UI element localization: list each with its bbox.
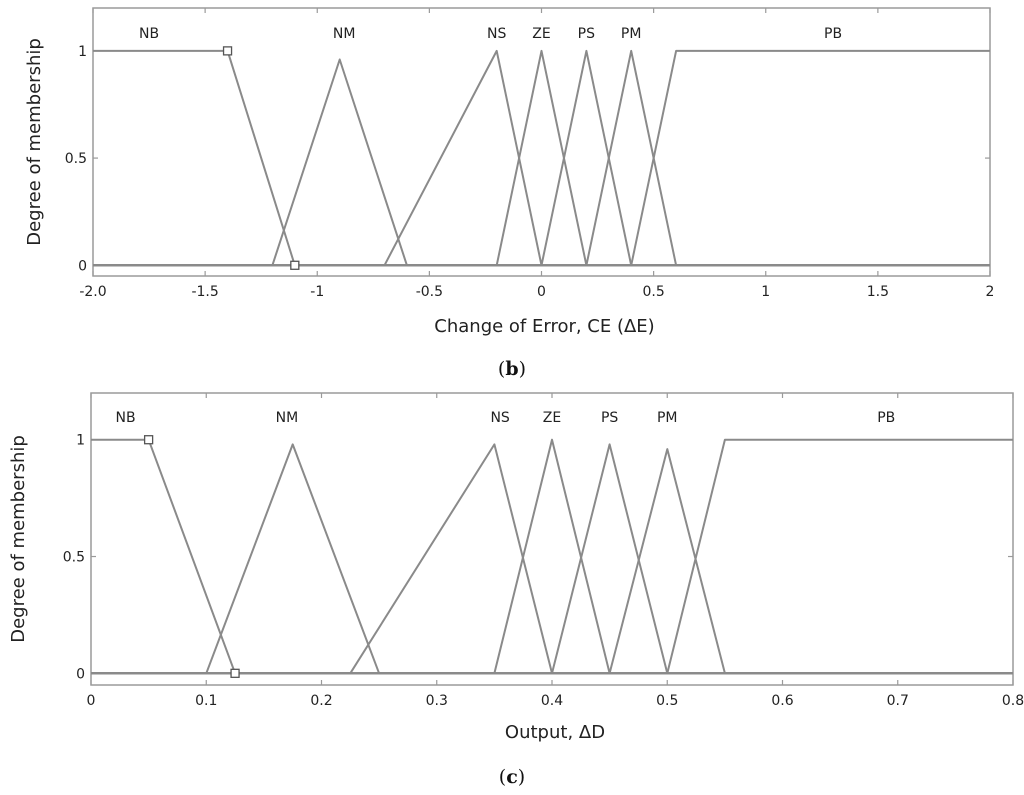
mf-line-ze bbox=[93, 49, 990, 267]
caption-open-paren: ( bbox=[498, 358, 505, 380]
x-tick-label: 0 bbox=[87, 693, 96, 709]
mf-line-nm bbox=[93, 58, 990, 267]
square-marker bbox=[143, 435, 154, 445]
caption-close-paren: ) bbox=[519, 358, 526, 380]
mf-label-nb: NB bbox=[139, 26, 159, 42]
square-marker bbox=[222, 46, 233, 56]
y-tick-label: 0.5 bbox=[63, 550, 85, 566]
x-tick-label: 0.1 bbox=[195, 693, 217, 709]
mf-label-pb: PB bbox=[877, 410, 895, 426]
mf-label-nm: NM bbox=[333, 26, 356, 42]
y-tick-label: 0.5 bbox=[65, 151, 87, 167]
chart-panel-b: -2.0 -1.5 -1 -0.5 0 0.5 1 1.5 2 0 0.5 1 NB NM NS ZE PS PM… bbox=[24, 7, 995, 380]
x-tick-label: 0.5 bbox=[656, 693, 678, 709]
mf-label-ze: ZE bbox=[543, 410, 561, 426]
mf-line-ns bbox=[91, 443, 1013, 675]
y-tick-label: 0 bbox=[76, 666, 85, 682]
x-tick-label: 0.6 bbox=[771, 693, 793, 709]
y-axis-label: Degree of membership bbox=[24, 38, 45, 246]
mf-label-pm: PM bbox=[657, 410, 678, 426]
mf-label-ps: PS bbox=[578, 26, 595, 42]
mf-line-pb bbox=[93, 49, 990, 267]
mf-label-nb: NB bbox=[116, 410, 136, 426]
mf-label-ze: ZE bbox=[532, 26, 550, 42]
x-tick-label: 0.2 bbox=[310, 693, 332, 709]
x-tick-label: 0 bbox=[537, 284, 546, 300]
mf-label-ns: NS bbox=[490, 410, 509, 426]
mf-label-ns: NS bbox=[487, 26, 506, 42]
x-tick-label: 1.5 bbox=[867, 284, 889, 300]
x-tick-label: -0.5 bbox=[416, 284, 443, 300]
plot-frame bbox=[90, 392, 1014, 686]
mf-label-nm: NM bbox=[276, 410, 299, 426]
mf-line-pb bbox=[91, 438, 1013, 675]
y-tick-label: 1 bbox=[78, 44, 87, 60]
square-marker bbox=[230, 668, 240, 678]
x-tick-label: -1.5 bbox=[191, 284, 218, 300]
caption-letter: c bbox=[506, 766, 518, 788]
mf-line-pm bbox=[91, 448, 1013, 675]
x-tick-label: 0.5 bbox=[642, 284, 664, 300]
y-tick-label: 1 bbox=[76, 433, 85, 449]
figure-caption: (c) bbox=[499, 766, 525, 788]
mf-line-ns bbox=[93, 49, 990, 267]
x-tick-label: -2.0 bbox=[79, 284, 106, 300]
figure-caption: (b) bbox=[498, 358, 526, 380]
mf-line-pm bbox=[93, 49, 990, 267]
x-tick-label: 0.7 bbox=[887, 693, 909, 709]
x-axis-label: Output, ΔD bbox=[505, 722, 605, 743]
x-tick-label: 0.3 bbox=[426, 693, 448, 709]
x-tick-label: 0.8 bbox=[1002, 693, 1024, 709]
mf-label-pm: PM bbox=[621, 26, 642, 42]
mf-line-ps bbox=[93, 49, 990, 267]
mf-line-nb bbox=[93, 49, 990, 267]
mf-label-pb: PB bbox=[824, 26, 842, 42]
x-tick-label: 2 bbox=[986, 284, 995, 300]
x-tick-label: -1 bbox=[310, 284, 324, 300]
mf-line-ze bbox=[91, 438, 1013, 675]
mf-line-nm bbox=[91, 443, 1013, 675]
mf-label-ps: PS bbox=[601, 410, 618, 426]
y-axis-label: Degree of membership bbox=[8, 435, 29, 643]
caption-open-paren: ( bbox=[499, 766, 506, 788]
mf-line-nb bbox=[91, 438, 1013, 675]
square-marker bbox=[290, 260, 300, 270]
y-tick-label: 0 bbox=[78, 258, 87, 274]
caption-letter: b bbox=[505, 358, 518, 380]
chart-panel-c: 0 0.1 0.2 0.3 0.4 0.5 0.6 0.7 0.8 0 0.5 1 NB NM NS ZE PS… bbox=[8, 392, 1024, 788]
caption-close-paren: ) bbox=[518, 766, 525, 788]
mf-line-ps bbox=[91, 443, 1013, 675]
x-tick-label: 1 bbox=[761, 284, 770, 300]
x-axis-label: Change of Error, CE (ΔE) bbox=[434, 316, 654, 337]
x-tick-label: 0.4 bbox=[541, 693, 563, 709]
